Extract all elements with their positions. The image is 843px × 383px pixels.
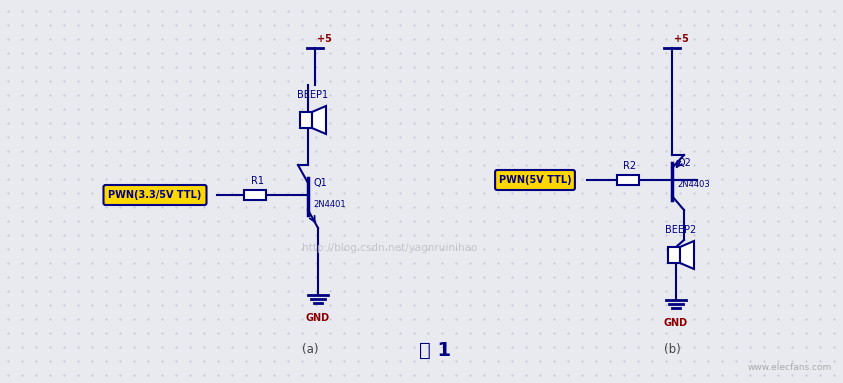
Text: GND: GND: [306, 313, 330, 323]
Text: +5: +5: [674, 34, 689, 44]
Text: PWN(5V TTL): PWN(5V TTL): [499, 175, 572, 185]
Text: (b): (b): [663, 344, 680, 357]
Text: PWN(3.3/5V TTL): PWN(3.3/5V TTL): [108, 190, 201, 200]
Text: R1: R1: [250, 176, 264, 186]
Bar: [244, 190, 266, 200]
Text: 图 1: 图 1: [419, 340, 451, 360]
Text: GND: GND: [664, 318, 688, 328]
Text: (a): (a): [302, 344, 319, 357]
Text: Q2: Q2: [677, 158, 691, 168]
FancyBboxPatch shape: [104, 185, 207, 205]
Text: Q1: Q1: [313, 178, 327, 188]
FancyBboxPatch shape: [495, 170, 575, 190]
Polygon shape: [312, 106, 326, 134]
Text: 2N4403: 2N4403: [677, 180, 710, 189]
Text: 2N4401: 2N4401: [313, 200, 346, 209]
Text: www.elecfans.com: www.elecfans.com: [748, 363, 832, 373]
Bar: [300, 112, 312, 128]
Text: +5: +5: [317, 34, 332, 44]
Text: BEEP2: BEEP2: [665, 225, 696, 235]
Text: BEEP1: BEEP1: [298, 90, 329, 100]
Polygon shape: [680, 241, 694, 269]
Bar: [668, 247, 680, 263]
Text: http://blog.csdn.net/yagnruinihao: http://blog.csdn.net/yagnruinihao: [303, 243, 478, 253]
Text: R2: R2: [624, 161, 636, 171]
Bar: [617, 175, 639, 185]
